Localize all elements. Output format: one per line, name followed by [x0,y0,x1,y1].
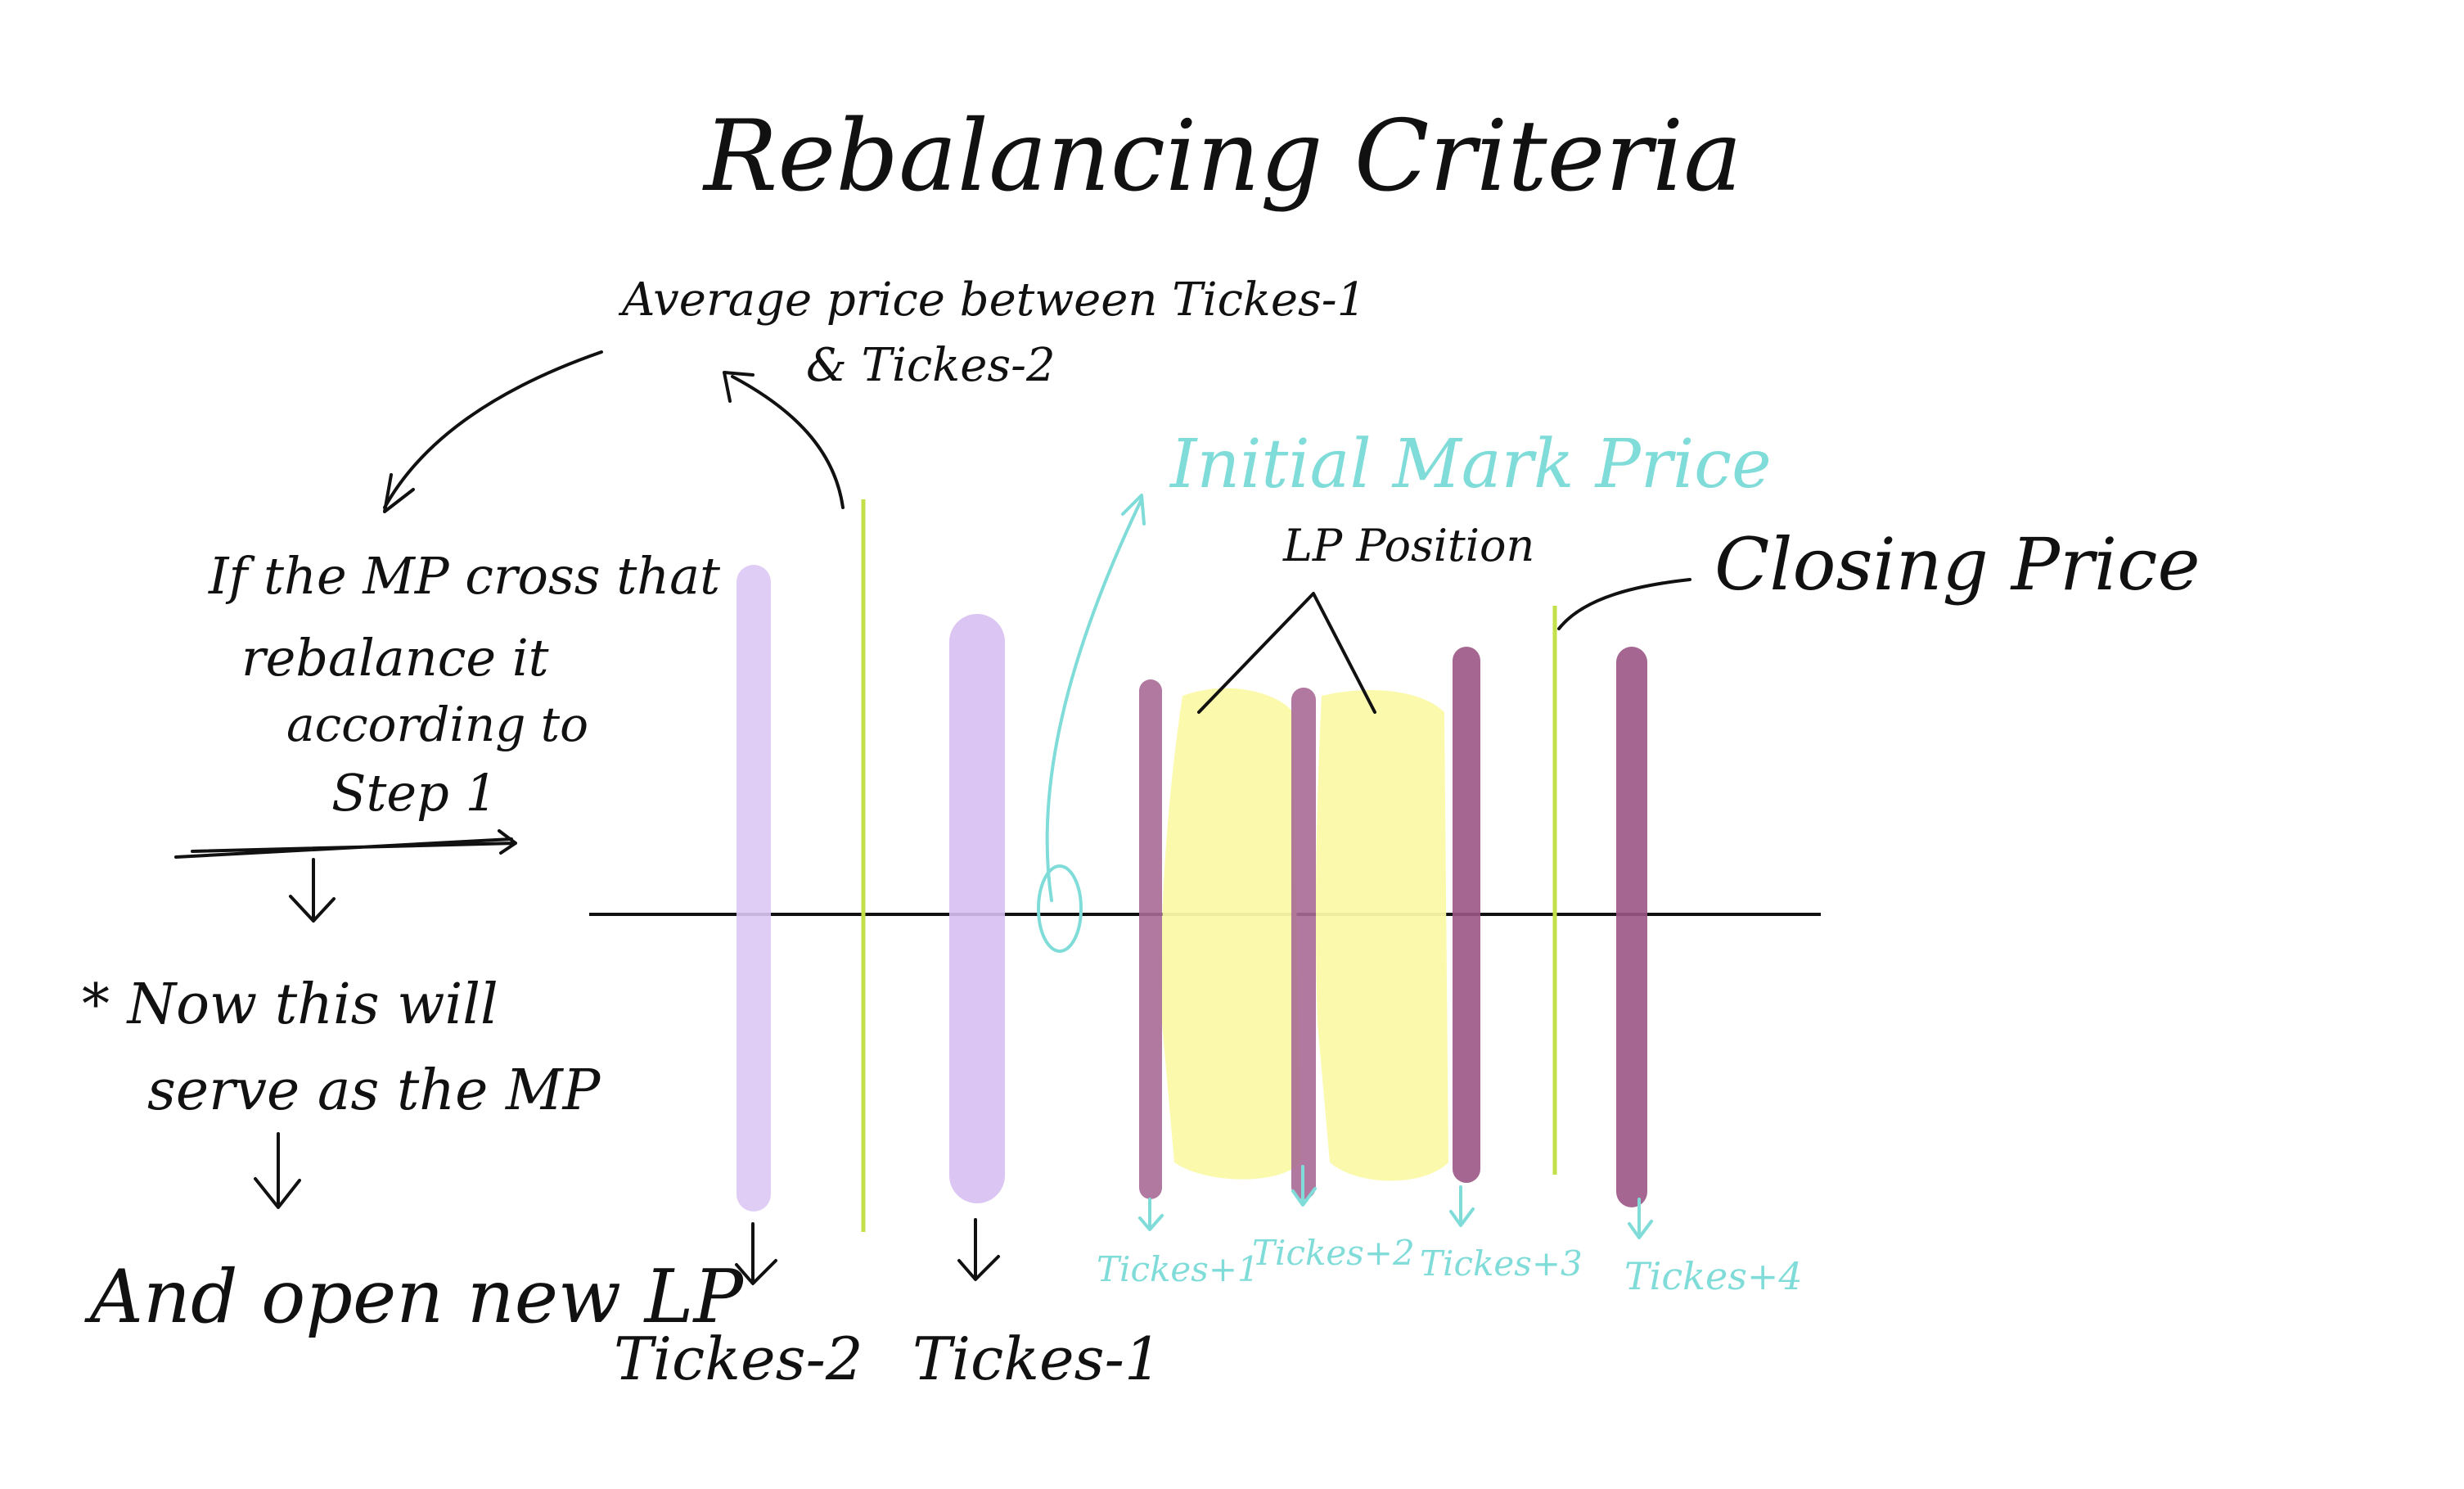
tick-minus-2-arrow [735,1222,777,1285]
tick-plus-2-bar [1291,688,1316,1199]
tick-minus-1-bar [949,614,1005,1203]
left-note-cross-line2: rebalance it [241,628,549,688]
tick-plus-3-bar [1453,647,1480,1183]
tick-plus-4-label: Tickes+4 [1624,1254,1803,1298]
left-note-serve-line2: serve as the MP [147,1058,601,1123]
initial-market-price-arrow [1045,498,1143,902]
left-note-cross-line3: according to [286,697,588,752]
left-note-cross-line1: If the MP cross that [208,546,720,606]
tick-plus-1-arrow [1138,1198,1164,1231]
tick-plus-4-bar [1616,647,1647,1207]
left-note-cross-line4: Step 1 [331,763,498,823]
tick-plus-4-arrow [1628,1198,1653,1239]
tick-plus-1-bar [1139,679,1162,1199]
closing-price-connector [1557,578,1691,630]
tick-plus-1-label: Tickes+1 [1097,1249,1259,1289]
left-note-arrow-2 [254,1132,301,1209]
initial-market-price-label: Initial Mark Price [1169,426,1772,503]
left-note-serve-line1: * Now this will [82,972,498,1037]
lp-position-area-left [1161,688,1301,1180]
average-price-label-line1: Average price between Tickes-1 [618,273,1366,327]
left-note-underline [174,829,517,859]
tick-plus-3-arrow [1449,1185,1475,1227]
closing-price-label: Closing Price [1714,522,2200,607]
tick-minus-2-bar [736,565,771,1212]
lp-position-area-right [1315,689,1448,1181]
tick-minus-1-arrow [957,1218,1000,1281]
tick-minus-2-label: Tickes-2 [614,1324,863,1393]
lp-position-bracket [1197,592,1376,714]
curved-connector-head [723,371,755,403]
average-price-label-line2: & Tickes-2 [806,339,1056,392]
curved-connector-to-avg-line [731,375,845,509]
tick-plus-2-arrow [1291,1165,1317,1207]
left-note-open-lp: And open new LP [84,1254,744,1340]
tick-plus-2-label: Tickes+2 [1252,1233,1415,1273]
tick-plus-3-label: Tickes+3 [1420,1243,1583,1284]
curved-arrow-to-notes [383,350,603,509]
tick-minus-1-label: Tickes-1 [912,1324,1162,1393]
initial-market-price-marker [1037,864,1083,953]
diagram-title: Rebalancing Criteria [702,100,1742,214]
curved-arrow-to-notes-head [383,473,415,513]
initial-market-price-arrow-head [1121,494,1146,526]
lp-position-label: LP Position [1282,520,1534,571]
left-note-arrow-1 [289,858,336,923]
